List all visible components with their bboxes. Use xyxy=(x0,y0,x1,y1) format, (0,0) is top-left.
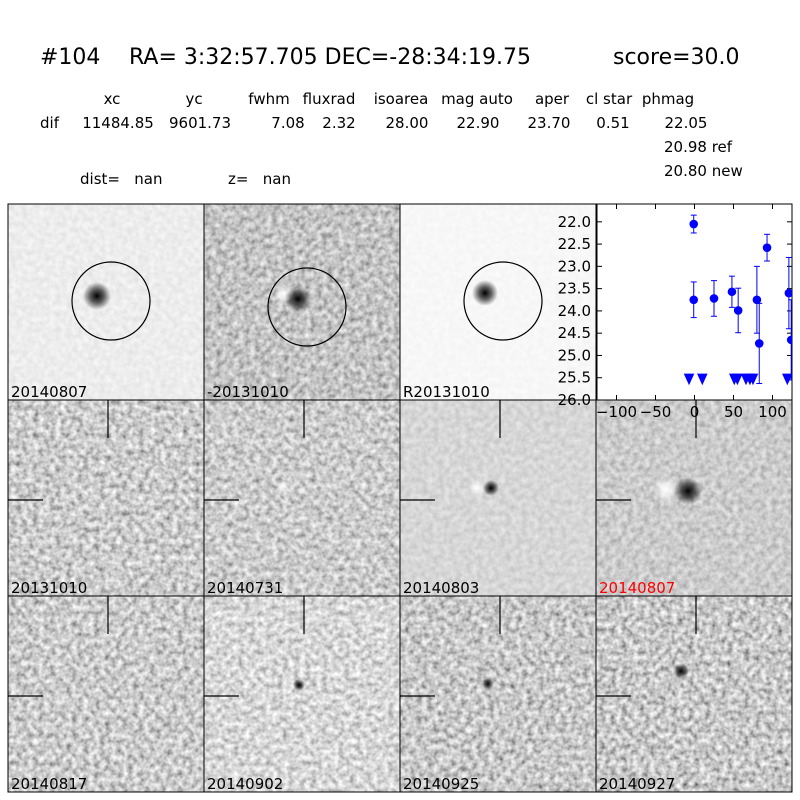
aperture-circle xyxy=(463,261,543,341)
score: score=30.0 xyxy=(613,45,740,70)
upper-limit xyxy=(683,373,695,386)
cell-value: 28.00 xyxy=(386,114,429,132)
column-header: isoarea xyxy=(374,90,429,108)
source-blob xyxy=(482,678,494,690)
image-panel: 20131010 xyxy=(7,399,205,597)
measurement xyxy=(752,295,762,305)
source-blob xyxy=(472,280,498,306)
measurement xyxy=(709,294,719,303)
cell-value: 22.05 xyxy=(665,114,708,132)
column-header: fwhm xyxy=(248,90,289,108)
cell-value: 7.08 xyxy=(271,114,304,132)
source-blob xyxy=(469,480,485,496)
y-tick-label: 22.0 xyxy=(558,213,591,231)
cell-value: 9601.73 xyxy=(169,114,231,132)
image-panel: -20131010 xyxy=(203,203,401,401)
cell-value: 23.70 xyxy=(528,114,571,132)
panel-label: 20140803 xyxy=(403,579,479,597)
upper-limit xyxy=(782,373,792,386)
column-header: aper xyxy=(535,90,570,108)
image-panel: 20140817 xyxy=(7,595,205,793)
x-tick-label: 50 xyxy=(724,403,743,421)
upper-limit xyxy=(747,373,759,386)
source-blob xyxy=(674,477,702,505)
column-header: cl star xyxy=(586,90,633,108)
cell-value: 11484.85 xyxy=(82,114,154,132)
panel-label: -20131010 xyxy=(207,383,289,401)
image-panel: 20140803 xyxy=(399,399,597,597)
y-tick-label: 24.5 xyxy=(558,324,591,342)
measurement xyxy=(762,243,772,252)
measurement xyxy=(754,339,764,348)
light-curve: −100 −50 0 50 100 22.0 22.5 23.0 23.5 24.0 24.5 25.… xyxy=(558,203,793,421)
x-tick-label: 100 xyxy=(758,403,787,421)
distance: dist= nan xyxy=(80,170,162,188)
cell-value: 22.90 xyxy=(457,114,500,132)
image-panel: R20131010 xyxy=(399,203,597,401)
image-panel: 20140902 xyxy=(203,595,401,793)
phmag-ref: 20.98 ref xyxy=(664,138,733,156)
panel-label: 20140902 xyxy=(207,775,283,793)
y-tick-label: 22.5 xyxy=(558,235,591,253)
panel-label: 20140927 xyxy=(599,775,675,793)
y-tick-label: 23.5 xyxy=(558,280,591,298)
cell-value: 0.51 xyxy=(596,114,629,132)
measurement xyxy=(727,287,737,297)
panel-label: R20131010 xyxy=(403,383,490,401)
source-blob xyxy=(83,282,111,310)
y-tick-label: 25.5 xyxy=(558,369,591,387)
row-label: dif xyxy=(40,114,60,132)
column-header: xc xyxy=(104,90,121,108)
source-blob xyxy=(278,480,290,492)
panel-label: 20140807 xyxy=(11,383,87,401)
source-blob xyxy=(293,679,305,691)
panels: 20140807 -20131010 R20131010 20131010 201407… xyxy=(7,203,793,793)
phmag-new: 20.80 new xyxy=(664,162,743,180)
source-blob xyxy=(654,477,678,501)
column-header: mag auto xyxy=(441,90,513,108)
redshift: z= nan xyxy=(228,170,291,188)
image-panel: 20140807 xyxy=(7,203,205,401)
aperture-circle xyxy=(71,261,151,341)
coordinates: RA= 3:32:57.705 DEC=-28:34:19.75 xyxy=(129,45,531,70)
measurement xyxy=(689,295,699,305)
image-panel: 20140807 xyxy=(595,399,793,597)
panel-label: 20140807 xyxy=(599,579,675,597)
panel-label: 20140925 xyxy=(403,775,479,793)
cell-value: 2.32 xyxy=(322,114,355,132)
column-header: phmag xyxy=(642,90,694,108)
panel-label: 20140817 xyxy=(11,775,87,793)
panel-border xyxy=(595,595,793,793)
measurement xyxy=(786,335,792,345)
column-header: fluxrad xyxy=(303,90,356,108)
y-tick-label: 23.0 xyxy=(558,257,591,275)
image-panel: 20140927 xyxy=(595,595,793,793)
x-tick-label: 0 xyxy=(690,403,700,421)
upper-limit xyxy=(697,373,708,386)
image-panel: 20140925 xyxy=(399,595,597,793)
image-panel: 20140731 xyxy=(203,399,401,597)
source-blob xyxy=(483,480,499,496)
column-header: yc xyxy=(185,90,202,108)
upper-limit xyxy=(732,373,743,386)
candidate-id: #104 xyxy=(40,45,100,70)
source-blob xyxy=(673,663,689,679)
panel-label: 20131010 xyxy=(11,579,87,597)
x-tick-label: −50 xyxy=(640,403,672,421)
panel-label: 20140731 xyxy=(207,579,283,597)
measurement xyxy=(784,288,792,298)
measurement xyxy=(733,306,743,315)
y-tick-label: 25.0 xyxy=(558,346,591,364)
y-tick-label: 24.0 xyxy=(558,302,591,320)
y-tick-label: 26.0 xyxy=(558,391,591,409)
aperture-circle xyxy=(267,267,347,347)
measurement xyxy=(689,219,699,229)
x-tick-label: −100 xyxy=(596,403,637,421)
source-blob xyxy=(285,286,311,312)
data-points xyxy=(683,214,792,386)
